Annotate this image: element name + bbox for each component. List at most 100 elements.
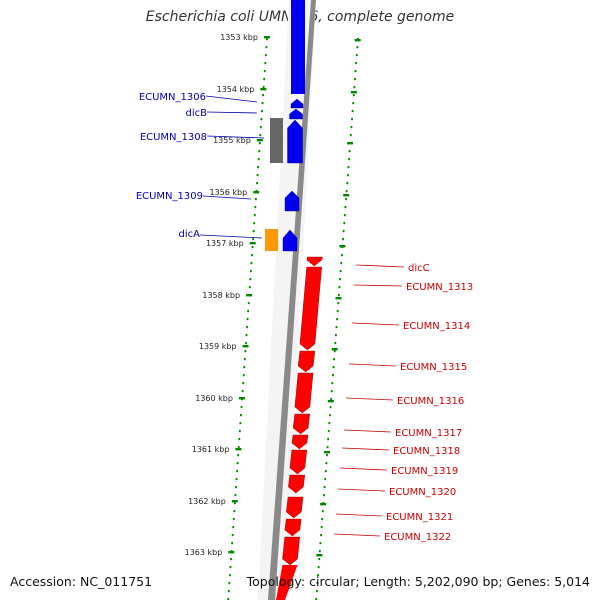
scale-dot-right — [332, 366, 335, 369]
scale-dot-right — [352, 94, 355, 97]
scale-dot-left — [234, 494, 237, 497]
scale-major-tick — [249, 242, 256, 245]
scale-dot-left — [256, 174, 259, 177]
scale-dot-right — [355, 62, 358, 65]
scale-dot-right — [354, 70, 357, 73]
scale-dot-left — [235, 486, 237, 489]
gene-arrow-minus — [282, 536, 300, 566]
leader-line-right — [355, 264, 405, 268]
gene-label-right: ECUMN_1314 — [403, 321, 470, 332]
gene-label-right: ECUMN_1321 — [386, 512, 453, 523]
leader-line-right — [351, 322, 400, 326]
gene-arrow-minus — [288, 474, 306, 494]
scale-label: 1358 kbp — [202, 291, 240, 300]
scale-label: 1357 kbp — [206, 239, 244, 248]
scale-dot-left — [251, 246, 254, 249]
gene-arrow-minus — [289, 449, 308, 475]
scale-dot-right — [336, 318, 338, 321]
scale-dot-right — [346, 182, 349, 185]
scale-major-tick — [242, 345, 249, 348]
gene-arrow-minus — [286, 496, 304, 519]
scale-dot-right — [321, 518, 324, 521]
scale-dot-left — [230, 558, 232, 561]
scale-dot-right — [340, 262, 343, 265]
scale-major-tick — [324, 451, 331, 454]
scale-dot-right — [326, 454, 328, 457]
scale-dot-left — [233, 502, 236, 505]
gene-arrow-plus — [289, 108, 303, 120]
leader-line-left — [205, 95, 258, 103]
scale-dot-right — [333, 358, 336, 361]
scale-dot-left — [251, 254, 253, 257]
scale-dot-right — [337, 294, 340, 297]
scale-dot-right — [330, 390, 333, 393]
scale-dot-right — [323, 486, 326, 489]
scale-dot-right — [345, 190, 348, 193]
gene-label-right: ECUMN_1320 — [389, 487, 456, 498]
gene-label-left: dicB — [186, 108, 208, 119]
scale-dot-right — [321, 510, 324, 513]
leader-line-right — [335, 513, 383, 517]
scale-dot-left — [254, 206, 257, 209]
scale-dot-right — [343, 214, 346, 217]
scale-dot-right — [356, 46, 359, 49]
scale-dot-right — [355, 54, 358, 57]
scale-dot-right — [342, 238, 344, 241]
scale-dot-right — [351, 118, 353, 121]
scale-dot-left — [247, 302, 250, 305]
gene-label-right: ECUMN_1322 — [384, 532, 451, 543]
scale-dot-left — [263, 70, 266, 73]
scale-dot-left — [256, 182, 258, 185]
scale-dot-right — [333, 350, 336, 353]
leader-line-right — [348, 363, 397, 367]
scale-major-tick — [339, 245, 346, 248]
gene-arrow-minus — [291, 434, 309, 450]
scale-dot-left — [232, 526, 235, 529]
scale-dot-left — [227, 598, 230, 600]
scale-dot-left — [248, 286, 251, 289]
scale-major-tick — [350, 91, 357, 94]
scale-dot-left — [263, 78, 266, 81]
scale-dot-left — [238, 438, 241, 441]
scale-label: 1355 kbp — [213, 136, 251, 145]
gene-label-left: dicA — [179, 229, 201, 240]
scale-dot-right — [323, 494, 325, 497]
scale-dot-right — [350, 126, 353, 129]
scale-label: 1353 kbp — [220, 33, 258, 42]
scale-dot-left — [246, 326, 248, 329]
scale-dot-right — [339, 278, 341, 281]
scale-major-tick — [253, 191, 260, 194]
scale-dot-left — [253, 222, 256, 225]
scale-dot-left — [242, 374, 245, 377]
scale-major-tick — [320, 503, 327, 506]
scale-label: 1359 kbp — [199, 342, 237, 351]
scale-dot-left — [239, 422, 242, 425]
gene-arrow-minus — [297, 350, 316, 373]
scale-dot-right — [332, 374, 334, 377]
scale-major-tick — [246, 294, 253, 297]
scale-dot-right — [318, 558, 321, 561]
scale-dot-left — [245, 334, 248, 337]
scale-dot-right — [334, 342, 337, 345]
scale-major-tick — [238, 397, 245, 400]
scale-dot-left — [236, 462, 239, 465]
leader-line-left — [206, 135, 265, 139]
scale-major-tick — [263, 36, 270, 39]
accession-text: Accession: NC_011751 — [10, 574, 153, 589]
scale-dot-right — [315, 598, 318, 600]
scale-dot-left — [231, 534, 234, 537]
scale-dot-left — [229, 566, 232, 569]
scale-major-tick — [354, 39, 361, 42]
scale-dot-right — [352, 102, 355, 105]
scale-dot-left — [252, 238, 255, 241]
scale-label: 1363 kbp — [185, 548, 223, 557]
scale-dot-left — [260, 118, 263, 121]
scale-dot-left — [238, 430, 241, 433]
gene-pseudo — [270, 118, 283, 163]
leader-line-right — [337, 488, 386, 492]
scale-dot-left — [242, 382, 245, 385]
leader-line-right — [345, 397, 394, 401]
scale-dot-right — [320, 534, 322, 537]
scale-dot-left — [257, 158, 260, 161]
scale-major-tick — [347, 142, 354, 145]
